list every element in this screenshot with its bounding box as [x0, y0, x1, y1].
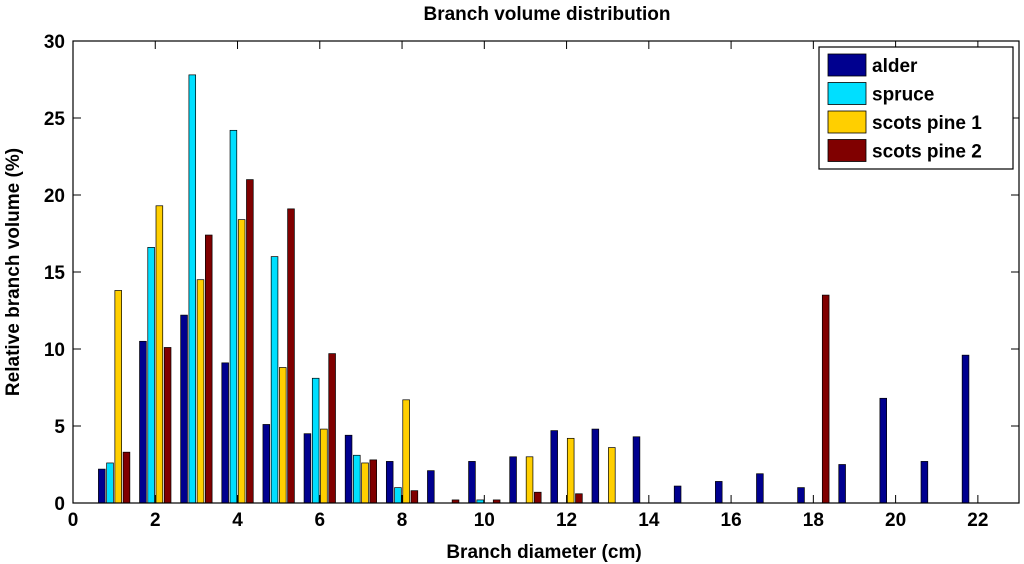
x-tick-label: 0	[68, 510, 79, 531]
legend-swatch-scots-pine-2	[827, 139, 867, 162]
ticks-group: 0 2 4 6 8 10 12 14 16 18 20 22 0 5 10 15 20 25 30	[44, 32, 1019, 531]
y-tick-label: 25	[44, 109, 66, 130]
bar-spruce-4	[229, 129, 238, 504]
bar-scots-pine-2-12	[575, 493, 583, 504]
bar-spruce-3	[188, 74, 197, 504]
bar-alder-16	[715, 481, 723, 504]
legend-label-scots-pine-2: scots pine 2	[872, 142, 982, 163]
bar-spruce-7	[353, 454, 361, 504]
x-tick-label: 16	[721, 510, 742, 531]
bar-scots-pine-1-8	[402, 399, 410, 504]
bar-scots-pine-1-2	[155, 205, 164, 504]
legend-label-scots-pine-1: scots pine 1	[872, 113, 982, 134]
x-tick-label: 14	[638, 510, 660, 531]
x-tick-label: 22	[967, 510, 988, 531]
bar-spruce-2	[147, 247, 155, 504]
bar-alder-12	[550, 430, 558, 504]
bar-scots-pine-2-1	[122, 451, 131, 504]
bar-scots-pine-2-8	[410, 490, 419, 504]
bar-scots-pine-2-11	[534, 491, 542, 504]
bar-alder-15	[673, 485, 682, 504]
bar-alder-14	[632, 436, 641, 504]
bar-scots-pine-2-18	[821, 294, 830, 504]
bar-scots-pine-1-1	[114, 290, 122, 504]
bar-scots-pine-1-6	[320, 428, 328, 504]
chart-title: Branch volume distribution	[423, 4, 670, 25]
legend: alder spruce scots pine 1 scots pine 2	[818, 46, 1014, 170]
legend-swatch-alder	[827, 53, 867, 77]
x-tick-label: 6	[314, 510, 325, 531]
y-tick-label: 10	[44, 340, 65, 361]
y-tick-label: 20	[44, 186, 65, 207]
bar-alder-1	[98, 468, 106, 504]
bar-scots-pine-1-11	[525, 456, 534, 504]
y-axis-label: Relative branch volume (%)	[3, 148, 24, 396]
bar-scots-pine-2-3	[205, 234, 213, 504]
x-tick-label: 12	[556, 510, 577, 531]
legend-label-spruce: spruce	[872, 85, 934, 106]
bar-alder-21	[920, 461, 929, 504]
bar-spruce-1	[106, 462, 114, 504]
bar-scots-pine-1-5	[279, 367, 287, 504]
bar-scots-pine-1-13	[608, 447, 616, 504]
bar-scots-pine-1-3	[196, 279, 205, 504]
bar-alder-17	[756, 473, 764, 504]
x-tick-label: 8	[397, 510, 408, 531]
bar-alder-2	[139, 340, 147, 504]
bar-alder-19	[838, 464, 846, 504]
bar-scots-pine-2-5	[287, 208, 295, 504]
y-tick-label: 0	[54, 494, 65, 515]
bar-scots-pine-1-12	[566, 437, 575, 504]
x-tick-label: 18	[803, 510, 824, 531]
bar-alder-9	[427, 470, 435, 504]
x-tick-label: 10	[474, 510, 495, 531]
x-axis-label: Branch diameter (cm)	[446, 542, 641, 563]
bar-alder-22	[961, 354, 970, 504]
bar-alder-18	[797, 487, 805, 504]
x-tick-label: 20	[885, 510, 906, 531]
bar-alder-20	[879, 397, 888, 504]
bar-scots-pine-1-7	[361, 462, 369, 504]
bar-spruce-8	[394, 487, 402, 504]
bar-scots-pine-2-2	[163, 347, 172, 504]
bar-scots-pine-1-4	[237, 219, 246, 504]
legend-swatch-spruce	[827, 82, 867, 105]
legend-label-alder: alder	[872, 56, 918, 77]
bar-alder-11	[509, 456, 517, 504]
bar-scots-pine-2-7	[369, 459, 377, 504]
bar-alder-7	[344, 434, 353, 504]
bar-alder-13	[591, 428, 600, 504]
bar-spruce-5	[270, 256, 279, 504]
legend-swatch-scots-pine-1	[827, 110, 867, 134]
y-tick-label: 30	[44, 32, 65, 53]
bar-alder-10	[468, 461, 476, 504]
x-tick-label: 4	[232, 510, 243, 531]
x-tick-label: 2	[150, 510, 161, 531]
bar-scots-pine-2-4	[246, 179, 254, 504]
bar-alder-5	[262, 424, 271, 504]
bar-alder-6	[303, 433, 312, 504]
bar-alder-8	[385, 461, 394, 504]
y-tick-label: 15	[44, 263, 66, 284]
bar-alder-4	[221, 362, 229, 504]
y-tick-label: 5	[54, 417, 65, 438]
bar-scots-pine-2-6	[328, 353, 336, 504]
bar-alder-3	[180, 314, 188, 504]
bar-spruce-6	[311, 377, 320, 504]
